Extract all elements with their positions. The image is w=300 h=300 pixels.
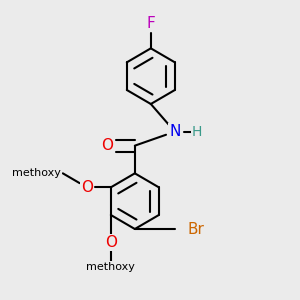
Text: H: H bbox=[192, 125, 202, 139]
Text: O: O bbox=[81, 180, 93, 195]
Text: N: N bbox=[169, 124, 181, 139]
Text: methoxy: methoxy bbox=[86, 262, 135, 272]
Text: O: O bbox=[101, 138, 113, 153]
Text: Br: Br bbox=[188, 221, 204, 236]
Text: O: O bbox=[105, 235, 117, 250]
Text: F: F bbox=[146, 16, 155, 31]
Text: methoxy: methoxy bbox=[12, 168, 61, 178]
